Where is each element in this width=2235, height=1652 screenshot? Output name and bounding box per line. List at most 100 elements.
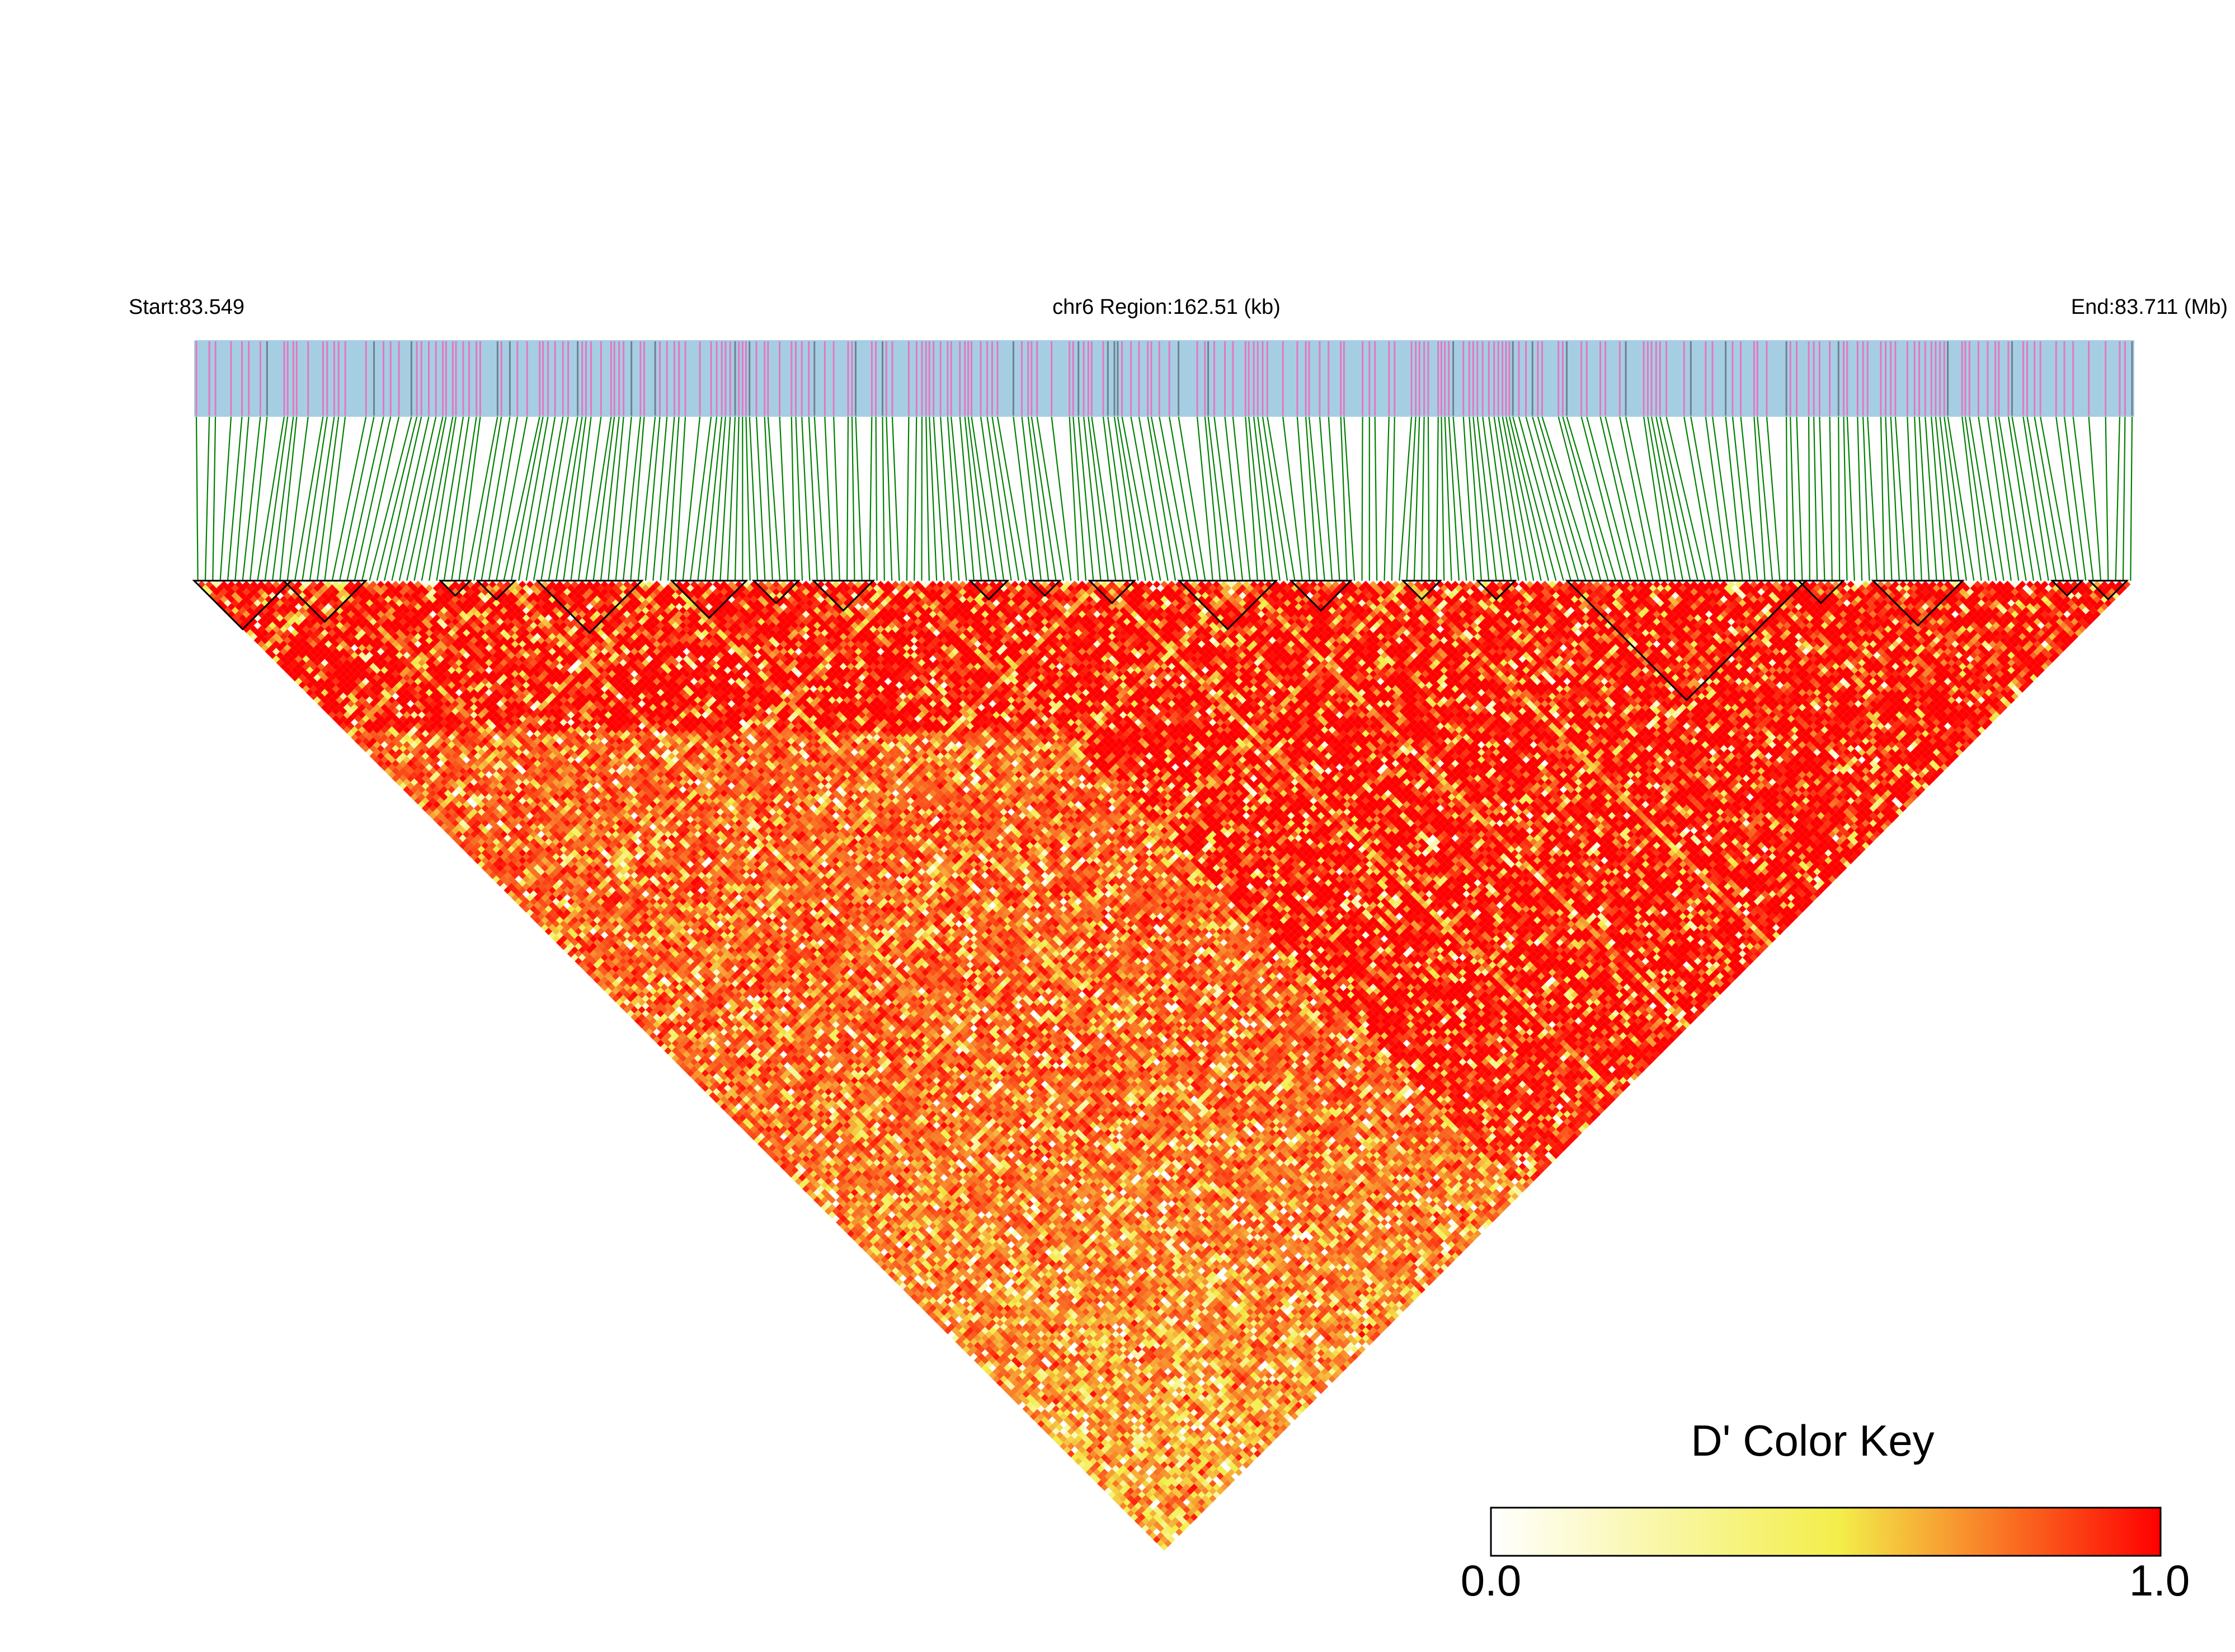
snp-connector-line [340,417,374,581]
snp-connector-line [914,417,916,581]
snp-connector-line [1399,417,1411,581]
snp-connector-line [882,417,884,581]
snp-connector-line [1441,417,1444,581]
snp-connector-line [735,417,739,581]
snp-connector-line [2116,417,2120,581]
snp-connector-line [429,417,456,581]
snp-connector-line [1891,417,1899,581]
snp-connector-line [549,417,578,581]
snp-connector-line [1267,417,1295,581]
snp-connector-line [661,417,675,581]
snp-connector-line [856,417,862,581]
snp-connector-line [526,417,556,581]
snp-connector-line [1538,417,1586,581]
snp-connector-line [987,417,1011,581]
snp-connector-line [1197,417,1213,581]
snp-connector-line [886,417,892,581]
snp-connector-line [1907,417,1914,581]
snp-connector-line [1620,417,1653,581]
snp-connector-line [459,417,481,581]
snp-connector-line [2106,417,2109,581]
snp-connector-line [1606,417,1646,581]
snp-connector-line [780,417,788,581]
snp-connector-line [1422,417,1424,581]
snp-connector-line [1830,417,1832,581]
snp-connector-line [2123,417,2125,581]
snp-connector-line [802,417,810,581]
snp-connector-line [347,417,383,581]
snp-connector-line [1225,417,1243,581]
snp-connector-line [825,417,832,581]
snp-connector-line [1519,417,1564,581]
snp-connector-line [265,417,288,581]
snp-position-track [194,340,2134,417]
snp-connector-line [1925,417,1936,581]
snp-connector-line [1790,417,1795,581]
snp-connector-line [1814,417,1817,581]
ld-heatmap-cells [198,581,2131,1551]
snp-connector-line [571,417,591,581]
snp-connector-line [1532,417,1578,581]
snp-connector-line [1944,417,1966,581]
snp-connector-line [1797,417,1803,581]
snp-connector-line [1969,417,1996,581]
snp-connector-line [1073,417,1086,581]
snp-connector-line [876,417,877,581]
snp-connector-line [1885,417,1891,581]
snp-connector-line [1726,417,1743,581]
snp-connector-line [1965,417,1989,581]
snp-connector-line [1895,417,1907,581]
snp-connector-line [834,417,840,581]
snp-connector-line [295,417,323,581]
snp-connector-line [1384,417,1389,581]
snp-connector-line [482,417,510,581]
snp-connector-line [1052,417,1071,581]
snp-connector-line [1179,417,1206,581]
snp-connector-line [1032,417,1056,581]
snp-connector-line [1767,417,1780,581]
snp-connector-line [504,417,540,581]
snp-connector-line [907,417,909,581]
snp-connector-line [746,417,750,581]
snp-connector-line [1819,417,1824,581]
snp-connector-line [196,417,198,581]
snp-connector-line [1103,417,1123,581]
snp-connector-line [302,417,327,581]
snp-connector-line [1037,417,1064,581]
snp-connector-line [556,417,582,581]
snp-connector-line [2130,417,2132,581]
snp-connector-line [1838,417,1839,581]
snp-connector-line [310,417,335,581]
snp-connector-line [683,417,700,581]
snp-connector-line [1786,417,1787,581]
snp-connector-line [1148,417,1175,581]
snp-connector-line [1881,417,1884,581]
snp-connector-line [792,417,795,581]
snp-connector-line [1506,417,1541,581]
snp-connector-line [2027,417,2056,581]
snp-connector-line [1118,417,1146,581]
snp-connector-line [563,417,586,581]
snp-connector-line [332,417,366,581]
snp-connector-line [750,417,757,581]
snp-connector-line [616,417,632,581]
snp-connector-line [1847,417,1855,581]
snp-connector-line [541,417,568,581]
snp-connector-line [892,417,900,581]
snp-connector-line [997,417,1026,581]
snp-connector-line [926,417,929,581]
snp-connector-line [768,417,780,581]
snp-connector-line [451,417,476,581]
snp-connector-line [756,417,765,581]
snp-connector-line [362,417,399,581]
snp-connector-line [1601,417,1638,581]
snp-connector-line [1169,417,1198,581]
snp-connector-line [1809,417,1810,581]
snp-connector-lines [196,417,2132,581]
snp-connector-line [1844,417,1847,581]
snp-connector-line [243,417,261,581]
snp-connector-line [355,417,390,581]
snp-connector-line [796,417,802,581]
snp-connector-line [1263,417,1287,581]
